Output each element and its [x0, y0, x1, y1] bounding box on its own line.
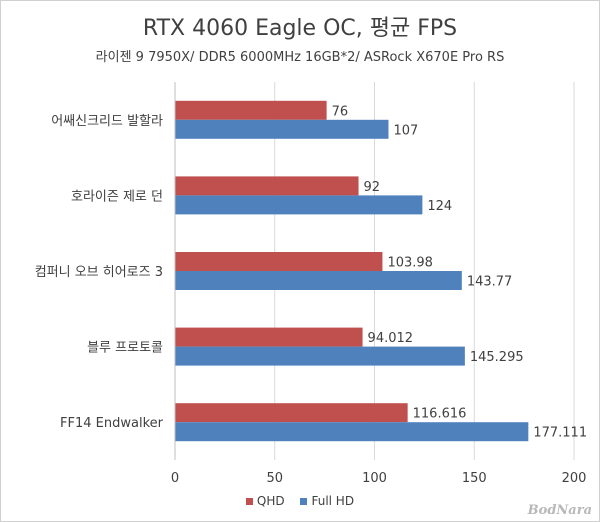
bar-fullhd: [175, 422, 529, 442]
data-label: 116.616: [413, 407, 467, 422]
chart-title: RTX 4060 Eagle OC, 평균 FPS: [142, 16, 458, 41]
bar-qhd: [175, 100, 327, 120]
data-label: 143.77: [467, 275, 513, 290]
data-label: 76: [332, 104, 349, 119]
data-label: 103.98: [387, 256, 433, 271]
bar-qhd: [175, 403, 408, 423]
category-label: 어쌔신크리드 발할라: [51, 114, 163, 129]
legend-swatch-qhd: [245, 498, 253, 505]
legend-label-qhd: QHD: [256, 494, 285, 508]
bar-fullhd: [175, 346, 465, 366]
bar-qhd: [175, 252, 383, 271]
category-label: 컴퍼니 오브 히어로즈 3: [35, 265, 163, 280]
data-label: 107: [393, 123, 418, 138]
category-label: FF14 Endwalker: [60, 416, 164, 431]
bar-fullhd: [175, 195, 423, 215]
x-tick-label: 200: [562, 471, 587, 486]
legend-swatch-fullhd: [300, 498, 308, 505]
category-label: 블루 프로토콜: [87, 341, 163, 356]
x-tick-label: 100: [362, 471, 387, 486]
x-tick-label: 0: [171, 471, 179, 486]
legend-item-qhd: QHD: [245, 494, 285, 508]
data-label: 177.111: [533, 426, 587, 441]
data-label: 124: [427, 199, 452, 214]
data-label: 145.295: [470, 350, 524, 365]
watermark-logo: BodNara: [527, 503, 592, 518]
bar-chart: 0 50 100 150 200 어쌔신크리드 발할라 76 107 호라이즌 제로 던 92 12…: [35, 82, 587, 486]
data-label: 94.012: [368, 331, 414, 346]
legend-item-fullhd: Full HD: [300, 494, 354, 508]
legend-label-fullhd: Full HD: [311, 494, 355, 508]
bar-qhd: [175, 327, 363, 347]
legend: QHD Full HD: [0, 494, 600, 508]
x-tick-label: 50: [266, 471, 283, 486]
chart-subtitle: 라이젠 9 7950X/ DDR5 6000MHz 16GB*2/ ASRock…: [95, 50, 505, 65]
bar-fullhd: [175, 271, 462, 290]
data-label: 92: [364, 180, 381, 195]
bar-fullhd: [175, 119, 389, 139]
bar-qhd: [175, 176, 359, 196]
x-tick-label: 150: [462, 471, 487, 486]
category-label: 호라이즌 제로 던: [71, 189, 163, 204]
